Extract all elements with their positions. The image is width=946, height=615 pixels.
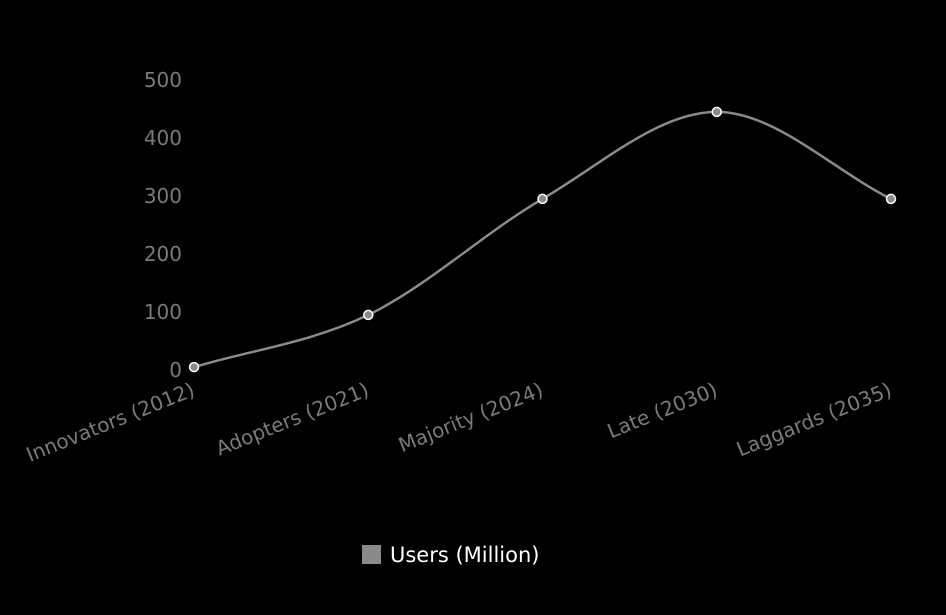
x-category-label: Laggards (2035)	[733, 377, 895, 461]
y-tick-label: 0	[169, 358, 182, 382]
data-point[interactable]	[885, 193, 897, 205]
x-axis-categories: Innovators (2012) Adopters (2021) Majority…	[23, 377, 895, 466]
legend-swatch	[362, 545, 381, 564]
y-tick-label: 300	[144, 184, 182, 208]
x-category-label: Majority (2024)	[395, 377, 546, 457]
x-category-label: Adopters (2021)	[212, 377, 372, 460]
data-point[interactable]	[363, 309, 374, 321]
x-category-label: Innovators (2012)	[23, 377, 198, 466]
y-axis-ticks: 0 100 200 300 400 500	[144, 68, 182, 382]
y-tick-label: 100	[144, 300, 182, 324]
data-point[interactable]	[711, 106, 722, 118]
y-tick-label: 400	[144, 126, 182, 150]
data-point[interactable]	[188, 361, 200, 373]
series-line-users	[193, 110, 892, 369]
legend[interactable]: Users (Million)	[362, 543, 539, 567]
data-points	[188, 106, 897, 373]
y-tick-label: 200	[144, 242, 182, 266]
data-point[interactable]	[537, 193, 548, 205]
y-tick-label: 500	[144, 68, 182, 92]
x-category-label: Late (2030)	[604, 377, 721, 443]
legend-label: Users (Million)	[390, 543, 539, 567]
